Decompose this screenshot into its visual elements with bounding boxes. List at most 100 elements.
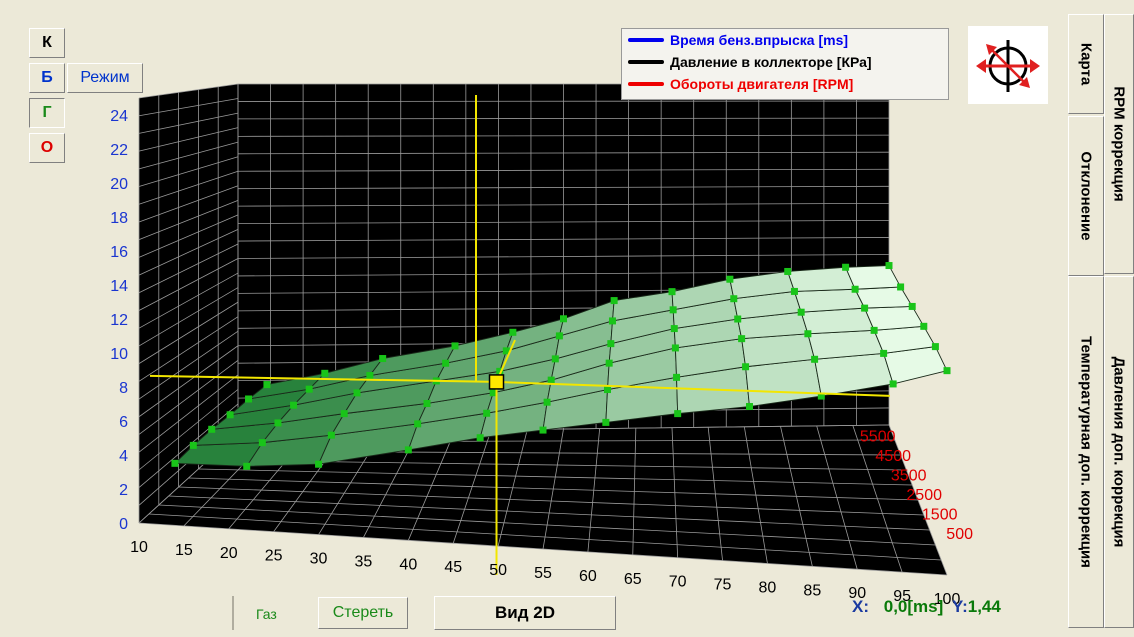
y-tick-label: 14	[110, 278, 128, 295]
crosshair-horizontal-left	[149, 374, 497, 383]
mode-select-button[interactable]: Режим	[67, 63, 143, 93]
floor-grid-line	[198, 468, 913, 486]
x-tick-label: 60	[579, 568, 597, 585]
floor-grid-line	[158, 504, 936, 546]
x-tick-label: 45	[444, 559, 462, 576]
x-tick-label: 35	[355, 553, 373, 570]
tab-pressure-correction[interactable]: Давления доп. коррекция	[1104, 276, 1134, 628]
x-tick-label: 20	[220, 545, 238, 562]
left-wall-grid-line	[138, 156, 239, 187]
mode-b-button[interactable]: Б	[29, 63, 65, 93]
tab-pressure-correction-label: Давления доп. коррекция	[1110, 356, 1128, 548]
x-tick-label: 100	[934, 591, 961, 608]
data-point	[547, 376, 555, 384]
view-2d-button[interactable]: Вид 2D	[434, 596, 616, 630]
x-tick-label: 65	[624, 571, 642, 588]
legend-item-pressure: Давление в коллекторе [КРа]	[622, 51, 948, 73]
legend-label: Обороты двигателя [RPM]	[670, 76, 854, 92]
data-point	[804, 330, 812, 338]
data-point	[258, 439, 266, 447]
data-point	[730, 295, 738, 303]
mode-g-label: Г	[42, 104, 52, 121]
left-wall-grid-line	[138, 389, 239, 471]
tab-map[interactable]: Карта	[1068, 14, 1104, 114]
surface-cell	[787, 266, 856, 292]
mode-k-button[interactable]: К	[29, 28, 65, 58]
left-wall-grid-line	[138, 170, 239, 205]
data-point	[670, 325, 678, 333]
data-point	[790, 287, 798, 295]
back-wall-grid-line	[237, 202, 890, 207]
tab-temperature-correction[interactable]: Температурная доп. коррекция	[1068, 276, 1104, 628]
mode-g-button[interactable]: Г	[29, 98, 65, 128]
data-point	[315, 460, 323, 468]
toolbar-divider	[232, 596, 234, 630]
left-wall-grid-line	[138, 359, 239, 435]
data-point	[742, 363, 750, 371]
left-wall-grid-line	[138, 330, 239, 400]
back-wall-grid-line	[237, 219, 890, 225]
tab-deviation[interactable]: Отклонение	[1068, 116, 1104, 276]
data-point	[305, 385, 313, 393]
left-wall-grid-line	[138, 258, 239, 311]
data-point	[889, 380, 897, 388]
tab-rpm-correction[interactable]: RPM коррекция	[1104, 14, 1134, 274]
gas-label: Газ	[256, 606, 277, 622]
data-point	[726, 275, 734, 283]
y-tick-label: 22	[110, 142, 128, 159]
left-wall-grid-line	[138, 345, 239, 418]
back-wall-grid-line	[237, 254, 890, 259]
clear-button[interactable]: Стереть	[318, 597, 408, 629]
z-tick-label: 3500	[891, 468, 927, 485]
floor-grid-line	[138, 522, 948, 576]
data-point	[604, 386, 612, 394]
data-point	[243, 462, 251, 470]
tab-map-label: Карта	[1077, 42, 1095, 86]
z-tick-label: 5500	[860, 429, 896, 446]
data-point	[189, 441, 197, 449]
data-point	[489, 389, 497, 397]
cursor-marker	[488, 374, 505, 390]
y-tick-label: 20	[110, 176, 128, 193]
x-tick-label: 90	[848, 585, 866, 602]
data-point	[423, 399, 431, 407]
floor	[139, 425, 947, 575]
target-arrows-icon[interactable]	[968, 26, 1048, 104]
view-2d-button-label: Вид 2D	[495, 603, 555, 622]
data-point	[745, 403, 753, 411]
z-tick-label: 500	[946, 526, 973, 543]
data-point	[811, 355, 819, 363]
back-wall-grid-line	[237, 168, 890, 172]
legend-swatch-black	[628, 60, 664, 64]
y-tick-label: 10	[110, 346, 128, 363]
data-point	[543, 398, 551, 406]
data-point	[496, 367, 504, 375]
x-tick-label: 25	[265, 548, 283, 565]
data-point	[602, 418, 610, 426]
y-tick-label: 0	[119, 516, 128, 533]
legend-item-rpm: Обороты двигателя [RPM]	[622, 73, 948, 95]
floor-grid-line	[168, 495, 930, 531]
readout-x-label: X:	[852, 597, 869, 616]
crosshair-cursor[interactable]	[149, 95, 891, 575]
data-point	[908, 302, 916, 310]
data-point	[321, 369, 329, 377]
data-point	[340, 410, 348, 418]
x-tick-label: 15	[175, 542, 193, 559]
data-point	[509, 328, 517, 336]
readout-y-value: 1,44	[967, 597, 1001, 616]
back-wall-grid-line	[237, 151, 890, 155]
data-point	[245, 395, 253, 403]
mode-o-button[interactable]: О	[29, 133, 65, 163]
left-wall-grid-line	[138, 199, 239, 241]
back-wall-grid-line	[237, 117, 890, 120]
left-wall-grid-line	[138, 112, 239, 134]
left-wall-grid-line	[138, 403, 239, 488]
data-point	[551, 355, 559, 363]
floor-grid-line	[188, 477, 919, 501]
z-tick-label: 1500	[922, 507, 958, 524]
data-point	[842, 263, 850, 271]
data-point	[366, 372, 374, 380]
back-wall-grid-line	[237, 134, 890, 137]
